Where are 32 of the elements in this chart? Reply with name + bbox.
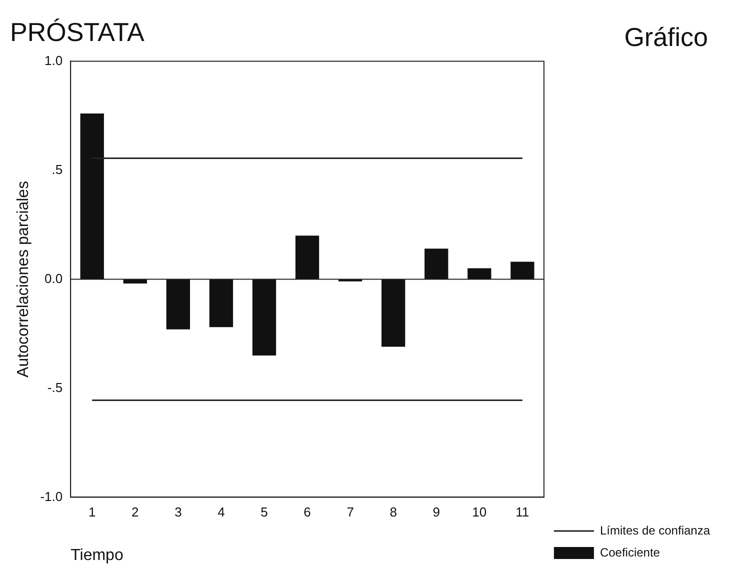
- legend-label: Coeficiente: [600, 545, 660, 560]
- x-tick-label: 9: [432, 504, 440, 520]
- y-tick-label: 0.0: [44, 270, 63, 286]
- bar: [252, 279, 276, 356]
- bar: [295, 236, 320, 280]
- x-tick-label: 6: [304, 504, 311, 520]
- y-tick-label: .5: [52, 162, 63, 177]
- text: Gráfico: [624, 22, 708, 53]
- bar: [166, 279, 190, 330]
- y-tick-label: -.5: [47, 380, 63, 395]
- y-axis-title: Autocorrelaciones parciales: [15, 180, 32, 378]
- y-tick-label: -1.0: [40, 488, 63, 504]
- bar: [424, 248, 448, 280]
- bar: [80, 114, 104, 280]
- x-tick-label: 3: [174, 504, 182, 520]
- x-tick-label: 4: [218, 504, 225, 520]
- bar: [123, 279, 147, 284]
- y-tick-label: 1.0: [44, 52, 63, 68]
- x-tick-label: 8: [390, 504, 397, 520]
- chart-title: PRÓSTATA: [10, 16, 145, 47]
- x-tick-label: 7: [346, 504, 354, 520]
- bar: [209, 279, 234, 328]
- x-tick-label: 5: [260, 504, 268, 520]
- bar: [468, 268, 492, 280]
- x-tick-label: 2: [132, 504, 139, 520]
- x-tick-label: 10: [472, 504, 487, 520]
- x-tick-label: 11: [516, 504, 530, 520]
- x-tick-label: 1: [88, 504, 96, 520]
- x-axis-title: Tiempo: [70, 546, 124, 564]
- legend-label: Límites de confianza: [600, 523, 710, 538]
- bar: [510, 262, 534, 280]
- bar: [381, 279, 406, 347]
